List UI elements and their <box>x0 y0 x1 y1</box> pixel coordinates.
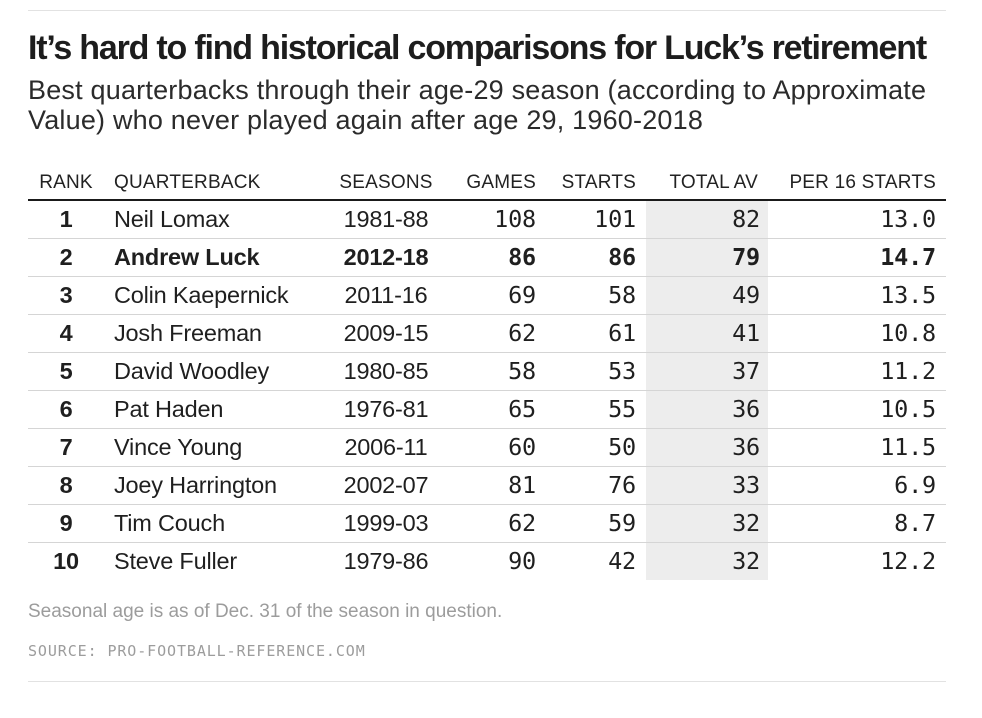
table-body: 1 Neil Lomax 1981-88 108 101 82 13.0 2 A… <box>28 200 946 580</box>
cell-games: 60 <box>446 428 546 467</box>
cell-seasons: 1980-85 <box>326 352 446 391</box>
cell-per-16-starts: 8.7 <box>768 504 946 543</box>
table-row: 7 Vince Young 2006-11 60 50 36 11.5 <box>28 428 946 467</box>
cell-rank: 6 <box>28 390 104 429</box>
column-header-quarterback: QUARTERBACK <box>104 173 326 201</box>
cell-games: 86 <box>446 238 546 277</box>
table-row: 10 Steve Fuller 1979-86 90 42 32 12.2 <box>28 542 946 580</box>
cell-per-16-starts: 11.2 <box>768 352 946 391</box>
cell-starts: 61 <box>546 314 646 353</box>
cell-starts: 101 <box>546 200 646 239</box>
cell-total-av: 32 <box>646 542 768 580</box>
cell-per-16-starts: 11.5 <box>768 428 946 467</box>
table-row: 1 Neil Lomax 1981-88 108 101 82 13.0 <box>28 200 946 239</box>
cell-quarterback: David Woodley <box>104 352 326 391</box>
column-header-starts: STARTS <box>546 173 646 201</box>
cell-per-16-starts: 6.9 <box>768 466 946 505</box>
cell-games: 108 <box>446 200 546 239</box>
cell-total-av: 33 <box>646 466 768 505</box>
table-row: 9 Tim Couch 1999-03 62 59 32 8.7 <box>28 504 946 543</box>
cell-per-16-starts: 12.2 <box>880 547 936 576</box>
cell-seasons: 2009-15 <box>326 314 446 353</box>
cell-seasons: 1979-86 <box>343 547 429 574</box>
cell-games: 62 <box>446 314 546 353</box>
cell-starts: 53 <box>546 352 646 391</box>
footnote: Seasonal age is as of Dec. 31 of the sea… <box>28 601 503 622</box>
cell-total-av: 41 <box>646 314 768 353</box>
chart-title: It’s hard to find historical comparisons… <box>28 29 927 67</box>
cell-total-av: 36 <box>646 390 768 429</box>
cell-rank: 2 <box>28 238 104 277</box>
column-header-total-av: TOTAL AV <box>646 173 768 201</box>
cell-quarterback: Neil Lomax <box>104 200 326 239</box>
cell-per-16-starts: 14.7 <box>768 238 946 277</box>
cell-rank: 5 <box>28 352 104 391</box>
cell-seasons: 2012-18 <box>326 238 446 277</box>
table-row: 5 David Woodley 1980-85 58 53 37 11.2 <box>28 352 946 391</box>
cell-quarterback: Steve Fuller <box>114 547 237 574</box>
source-credit: SOURCE: PRO-FOOTBALL-REFERENCE.COM <box>28 642 366 660</box>
cell-rank: 3 <box>28 276 104 315</box>
cell-starts: 55 <box>546 390 646 429</box>
column-header-per-16-starts: PER 16 STARTS <box>768 173 946 201</box>
cell-total-av: 36 <box>646 428 768 467</box>
top-divider <box>28 10 946 11</box>
cell-games: 62 <box>446 504 546 543</box>
cell-rank: 9 <box>28 504 104 543</box>
cell-rank: 7 <box>28 428 104 467</box>
cell-games: 69 <box>446 276 546 315</box>
column-header-seasons: SEASONS <box>326 173 446 201</box>
cell-total-av: 82 <box>646 200 768 239</box>
cell-rank: 10 <box>53 547 79 574</box>
cell-per-16-starts: 10.5 <box>768 390 946 429</box>
cell-starts: 50 <box>546 428 646 467</box>
table-row: 4 Josh Freeman 2009-15 62 61 41 10.8 <box>28 314 946 353</box>
cell-seasons: 2011-16 <box>326 276 446 315</box>
cell-rank: 8 <box>28 466 104 505</box>
cell-total-av: 37 <box>646 352 768 391</box>
cell-total-av: 49 <box>646 276 768 315</box>
column-header-games: GAMES <box>446 173 546 201</box>
cell-per-16-starts: 13.0 <box>768 200 946 239</box>
cell-starts: 42 <box>608 547 636 576</box>
cell-starts: 58 <box>546 276 646 315</box>
cell-seasons: 1999-03 <box>326 504 446 543</box>
cell-quarterback: Andrew Luck <box>104 238 326 277</box>
cell-per-16-starts: 10.8 <box>768 314 946 353</box>
cell-quarterback: Josh Freeman <box>104 314 326 353</box>
cell-quarterback: Joey Harrington <box>104 466 326 505</box>
cell-seasons: 2002-07 <box>326 466 446 505</box>
cell-total-av: 79 <box>646 238 768 277</box>
table-row: 8 Joey Harrington 2002-07 81 76 33 6.9 <box>28 466 946 505</box>
cell-starts: 59 <box>546 504 646 543</box>
cell-quarterback: Tim Couch <box>104 504 326 543</box>
cell-quarterback: Colin Kaepernick <box>104 276 326 315</box>
table-row: 2 Andrew Luck 2012-18 86 86 79 14.7 <box>28 238 946 277</box>
column-header-rank: RANK <box>28 173 104 201</box>
cell-rank: 4 <box>28 314 104 353</box>
cell-seasons: 2006-11 <box>326 428 446 467</box>
stats-table: RANK QUARTERBACK SEASONS GAMES STARTS TO… <box>28 173 946 580</box>
cell-starts: 76 <box>546 466 646 505</box>
table-row: 3 Colin Kaepernick 2011-16 69 58 49 13.5 <box>28 276 946 315</box>
cell-seasons: 1981-88 <box>326 200 446 239</box>
cell-quarterback: Vince Young <box>104 428 326 467</box>
cell-games: 90 <box>508 547 536 576</box>
cell-games: 65 <box>446 390 546 429</box>
cell-rank: 1 <box>28 200 104 239</box>
cell-quarterback: Pat Haden <box>104 390 326 429</box>
cell-total-av: 32 <box>646 504 768 543</box>
cell-games: 58 <box>446 352 546 391</box>
bottom-divider <box>28 681 946 682</box>
chart-subtitle: Best quarterbacks through their age-29 s… <box>28 75 927 135</box>
cell-seasons: 1976-81 <box>326 390 446 429</box>
table-header: RANK QUARTERBACK SEASONS GAMES STARTS TO… <box>28 173 946 201</box>
table-row: 6 Pat Haden 1976-81 65 55 36 10.5 <box>28 390 946 429</box>
cell-starts: 86 <box>546 238 646 277</box>
cell-per-16-starts: 13.5 <box>768 276 946 315</box>
cell-games: 81 <box>446 466 546 505</box>
